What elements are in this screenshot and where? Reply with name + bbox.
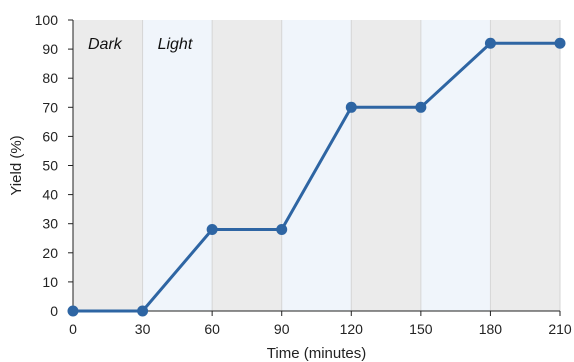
data-point-3 [276,224,288,236]
background-region-1 [142,20,213,311]
background-region-6 [490,20,560,311]
x-tick-label-5: 150 [409,321,433,337]
region-labels: Dark Light [88,36,193,53]
y-tick-label-4: 40 [42,187,58,203]
x-tick-label-2: 60 [204,321,220,337]
data-point-4 [345,101,357,113]
data-point-6 [484,37,496,49]
x-tick-label-4: 120 [340,321,364,337]
background-region-0 [73,20,143,311]
data-point-0 [67,305,79,317]
x-tick-label-0: 0 [69,321,77,337]
background-region-2 [212,20,282,311]
series-line-0 [73,41,560,313]
data-point-5 [415,101,427,113]
vertical-gridlines [142,20,561,311]
y-tick-label-2: 20 [42,245,58,261]
y-tick-label-3: 30 [42,216,58,232]
x-tick-label-3: 90 [274,321,290,337]
y-tick-label-10: 100 [35,12,59,28]
y-tick-label-6: 60 [42,128,58,144]
data-point-2 [206,224,218,236]
y-tick-label-8: 80 [42,70,58,86]
y-axis-title: Yield (%) [8,135,25,195]
x-axis-title: Time (minutes) [267,345,366,362]
data-point-1 [137,305,149,317]
x-tick-label-7: 210 [548,321,572,337]
region-label-light: Light [158,36,193,53]
y-tick-label-1: 10 [42,274,58,290]
x-tick-label-6: 180 [479,321,503,337]
series-group [67,37,566,317]
background-regions [73,20,560,311]
y-tick-label-9: 90 [42,41,58,57]
y-tick-label-0: 0 [50,303,58,319]
x-tick-label-1: 30 [135,321,151,337]
y-tick-label-5: 50 [42,158,58,174]
data-point-7 [554,37,566,49]
background-region-4 [351,20,421,311]
region-label-dark: Dark [88,36,123,53]
tick-labels: 0 10 20 30 40 50 60 70 80 90 100 0 30 60 90 120 150 180 21… [35,12,572,337]
background-region-5 [420,20,491,311]
y-tick-label-7: 70 [42,99,58,115]
